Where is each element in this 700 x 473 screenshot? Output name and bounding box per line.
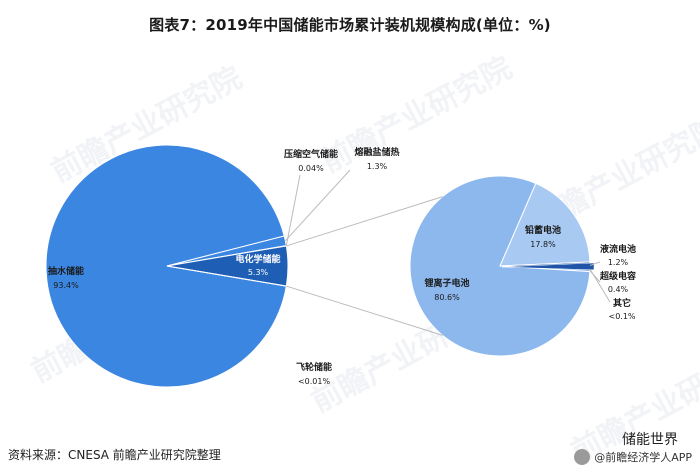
leader-line [589, 268, 611, 303]
slice-label: 抽水储能 [48, 265, 84, 277]
slice-label: 锂离子电池 [424, 277, 469, 289]
source-note: 资料来源：CNESA 前瞻产业研究院整理 [8, 448, 221, 462]
leader-line [284, 169, 351, 242]
leader-line [285, 174, 301, 246]
pie-slice [501, 262, 595, 271]
slice-label: 超级电容 [599, 270, 636, 282]
pie-slice [499, 182, 591, 267]
slice-label: 电化学储能 [235, 253, 280, 265]
connector-line [286, 285, 443, 336]
slice-label: 其它 [613, 297, 631, 309]
slice-value: 80.6% [434, 293, 460, 302]
slice-value: 0.4% [608, 285, 629, 294]
slice-label: 熔融盐储热 [354, 146, 399, 158]
slice-value: 1.3% [367, 162, 388, 171]
slice-value: <0.01% [298, 377, 331, 386]
leader-line [589, 261, 601, 266]
pie-slice [45, 144, 287, 388]
brand-footer: @前瞻经济学人APP [574, 449, 692, 465]
slice-label: 飞轮储能 [296, 361, 332, 373]
brand-name: 储能世界 [622, 432, 678, 448]
wechat-icon [574, 449, 591, 465]
slice-value: 1.2% [608, 258, 629, 267]
chart-title: 图表7：2019年中国储能市场累计装机规模构成(单位：%) [149, 16, 551, 34]
slice-label: 液流电池 [600, 243, 636, 255]
slice-label: 压缩空气储能 [284, 148, 338, 160]
slice-label: 铅蓄电池 [525, 224, 561, 236]
slice-value: 5.3% [248, 268, 269, 277]
connector-line [286, 196, 443, 247]
brand-app: @前瞻经济学人APP [594, 451, 692, 464]
slice-value: <0.1% [608, 312, 635, 321]
slice-value: 93.4% [53, 281, 79, 290]
slice-value: 0.04% [298, 164, 324, 173]
slice-value: 17.8% [530, 240, 556, 249]
